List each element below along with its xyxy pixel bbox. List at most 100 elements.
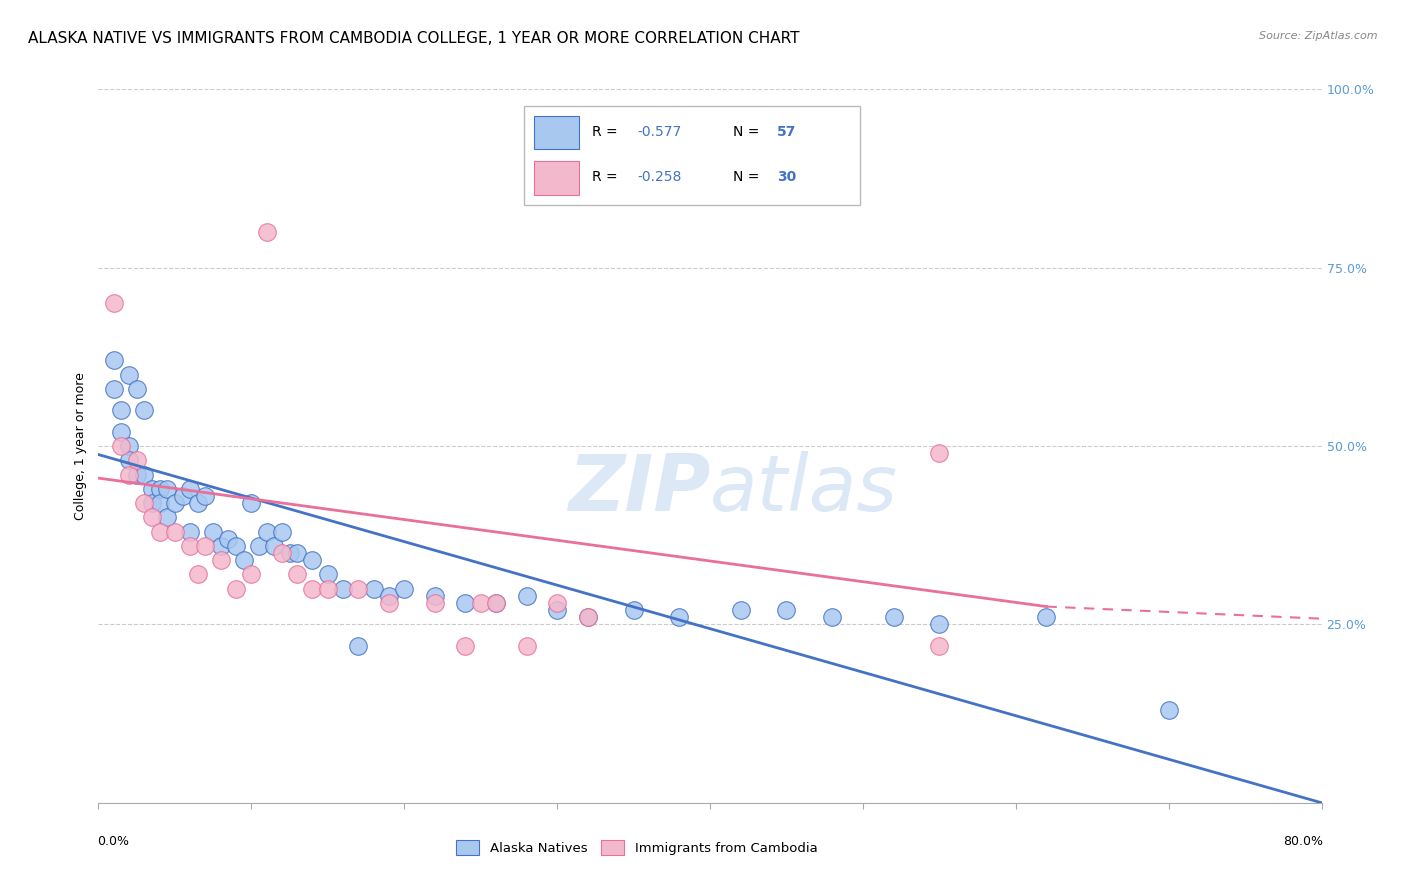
Text: -0.577: -0.577	[637, 125, 681, 139]
Point	[141, 496, 163, 510]
Legend: Alaska Natives, Immigrants from Cambodia: Alaska Natives, Immigrants from Cambodia	[450, 835, 823, 861]
Point	[470, 596, 492, 610]
Point	[423, 596, 446, 610]
Point	[883, 610, 905, 624]
Point	[485, 596, 508, 610]
Point	[423, 589, 446, 603]
Point	[285, 546, 308, 560]
Text: atlas: atlas	[710, 450, 898, 527]
Point	[141, 510, 163, 524]
Text: -0.258: -0.258	[637, 170, 682, 185]
Text: ALASKA NATIVE VS IMMIGRANTS FROM CAMBODIA COLLEGE, 1 YEAR OR MORE CORRELATION CH: ALASKA NATIVE VS IMMIGRANTS FROM CAMBODI…	[28, 31, 800, 46]
Point	[928, 446, 950, 460]
Point	[156, 482, 179, 496]
Text: N =: N =	[733, 170, 763, 185]
Point	[821, 610, 844, 624]
Point	[240, 567, 263, 582]
Point	[194, 539, 217, 553]
Point	[270, 524, 292, 539]
Point	[301, 582, 323, 596]
Point	[149, 482, 172, 496]
Point	[730, 603, 752, 617]
Point	[125, 382, 148, 396]
Point	[247, 539, 270, 553]
Point	[118, 467, 141, 482]
Point	[454, 596, 477, 610]
FancyBboxPatch shape	[524, 105, 859, 205]
Point	[928, 639, 950, 653]
Point	[316, 582, 339, 596]
Text: R =: R =	[592, 125, 623, 139]
Point	[546, 603, 568, 617]
Point	[1035, 610, 1057, 624]
Point	[110, 403, 132, 417]
Point	[576, 610, 599, 624]
Point	[516, 589, 538, 603]
Point	[546, 596, 568, 610]
Text: 30: 30	[778, 170, 797, 185]
Bar	[534, 161, 579, 194]
Point	[278, 546, 301, 560]
Point	[209, 553, 232, 567]
Point	[194, 489, 217, 503]
Point	[103, 296, 125, 310]
Point	[576, 610, 599, 624]
Point	[928, 617, 950, 632]
Text: 80.0%: 80.0%	[1282, 835, 1323, 848]
Point	[270, 546, 292, 560]
Point	[187, 567, 209, 582]
Point	[202, 524, 225, 539]
Point	[240, 496, 263, 510]
Point	[332, 582, 354, 596]
Text: N =: N =	[733, 125, 763, 139]
Point	[347, 639, 370, 653]
Text: 0.0%: 0.0%	[97, 835, 129, 848]
Point	[378, 589, 401, 603]
Point	[125, 467, 148, 482]
Point	[285, 567, 308, 582]
Text: Source: ZipAtlas.com: Source: ZipAtlas.com	[1260, 31, 1378, 41]
Point	[516, 639, 538, 653]
Point	[217, 532, 239, 546]
Point	[134, 496, 156, 510]
Point	[149, 524, 172, 539]
Point	[179, 482, 201, 496]
Point	[179, 539, 201, 553]
Point	[392, 582, 416, 596]
Point	[209, 539, 232, 553]
Point	[118, 453, 141, 467]
Point	[118, 368, 141, 382]
Point	[134, 467, 156, 482]
Point	[225, 539, 247, 553]
Point	[103, 382, 125, 396]
Point	[118, 439, 141, 453]
Point	[301, 553, 323, 567]
Point	[263, 539, 285, 553]
Point	[454, 639, 477, 653]
Point	[363, 582, 385, 596]
Point	[141, 482, 163, 496]
Point	[179, 524, 201, 539]
Point	[232, 553, 254, 567]
Point	[775, 603, 797, 617]
Point	[110, 439, 132, 453]
Point	[149, 496, 172, 510]
Point	[1157, 703, 1180, 717]
Y-axis label: College, 1 year or more: College, 1 year or more	[73, 372, 87, 520]
Text: ZIP: ZIP	[568, 450, 710, 527]
Point	[347, 582, 370, 596]
Text: R =: R =	[592, 170, 623, 185]
Point	[256, 524, 278, 539]
Point	[110, 425, 132, 439]
Point	[172, 489, 194, 503]
Point	[316, 567, 339, 582]
Point	[103, 353, 125, 368]
Point	[485, 596, 508, 610]
Point	[668, 610, 690, 624]
Point	[378, 596, 401, 610]
Point	[187, 496, 209, 510]
Point	[125, 453, 148, 467]
Point	[623, 603, 645, 617]
Text: 57: 57	[778, 125, 797, 139]
Point	[134, 403, 156, 417]
